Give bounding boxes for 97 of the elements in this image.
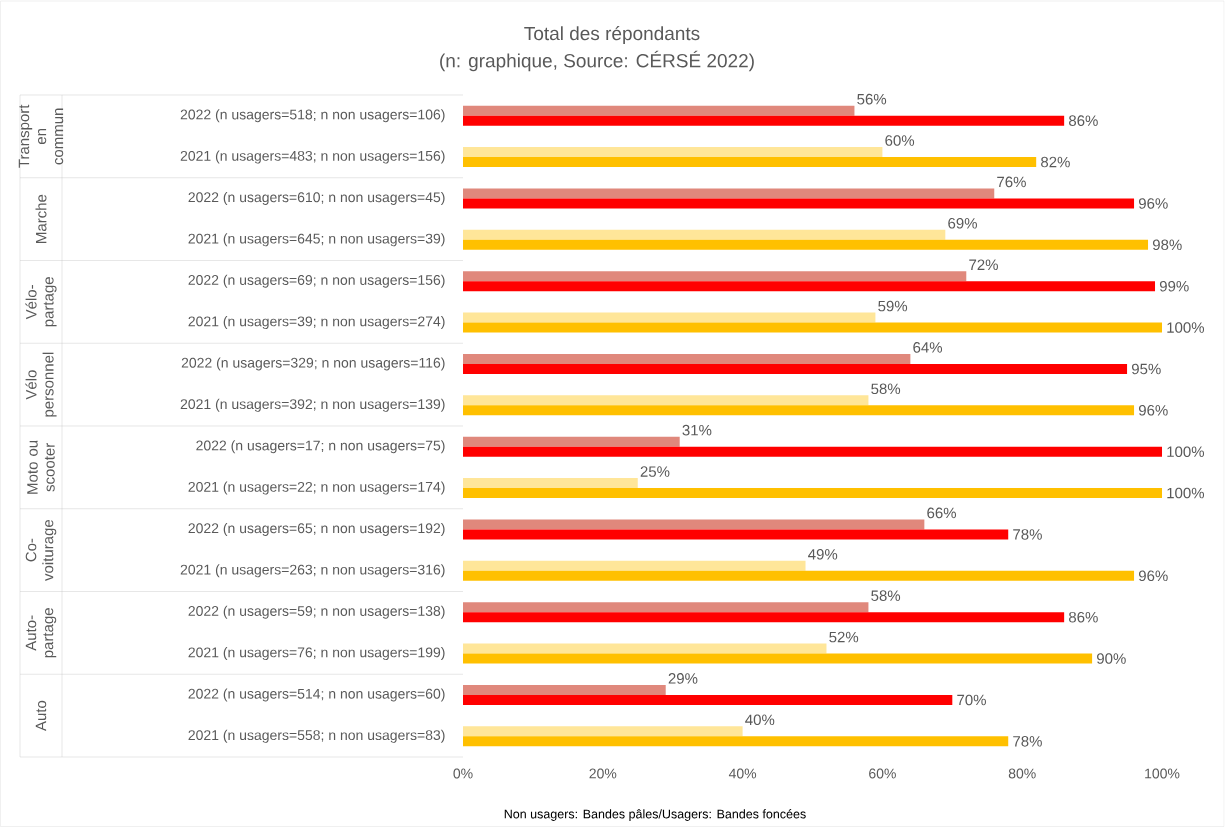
bar xyxy=(463,157,1037,168)
y-tick-label: 2021 (n usagers=645; n non usagers=39) xyxy=(188,233,445,247)
x-tick-label: 20% xyxy=(589,768,617,779)
data-label: 95% xyxy=(1131,363,1161,375)
x-tick-label: 0% xyxy=(453,768,473,779)
data-label: 69% xyxy=(948,217,977,229)
bar xyxy=(463,436,680,447)
text: Co-voiturage xyxy=(25,519,57,581)
data-label: 96% xyxy=(1138,198,1168,209)
data-label: 59% xyxy=(878,300,908,312)
data-label: 96% xyxy=(1138,405,1168,416)
bar xyxy=(463,653,1093,664)
data-label: 52% xyxy=(829,631,859,643)
data-label: 49% xyxy=(808,548,838,560)
bar xyxy=(463,488,1163,499)
bar xyxy=(463,612,1065,623)
text: Auto xyxy=(35,700,47,732)
data-label: 58% xyxy=(871,383,901,395)
data-label: 56% xyxy=(857,93,887,105)
data-label: 66% xyxy=(927,507,957,519)
bar xyxy=(463,726,743,737)
bar xyxy=(463,643,827,654)
data-label: 98% xyxy=(1152,239,1182,251)
y-tick-label: 2021 (n usagers=558; n non usagers=83) xyxy=(188,729,445,743)
y-tick-label: 2022 (n usagers=518; n non usagers=106) xyxy=(180,109,445,123)
y-tick-label: 2022 (n usagers=69; n non usagers=156) xyxy=(188,274,445,288)
y-tick-label: 2021 (n usagers=392; n non usagers=139) xyxy=(180,398,445,412)
data-label: 86% xyxy=(1069,611,1098,623)
data-label: 72% xyxy=(969,259,998,270)
bar xyxy=(463,446,1163,457)
bar xyxy=(463,322,1163,333)
y-tick-label: 2022 (n usagers=329; n non usagers=116) xyxy=(181,357,445,371)
text: Moto ou scooter xyxy=(27,440,55,494)
bar xyxy=(463,684,666,695)
bar xyxy=(463,602,869,613)
bar xyxy=(463,560,806,571)
data-label: 100% xyxy=(1167,487,1205,499)
y-tick-label: 2021 (n usagers=483; n non usagers=156) xyxy=(180,150,445,164)
data-label: 78% xyxy=(1013,529,1042,540)
data-label: 99% xyxy=(1159,280,1189,292)
bar xyxy=(463,694,953,705)
data-label: 31% xyxy=(682,424,712,436)
x-tick-label: 40% xyxy=(728,768,757,779)
data-label: 86% xyxy=(1069,115,1098,126)
data-label: 90% xyxy=(1097,653,1126,664)
y-tick-label: 2022 (n usagers=514; n non usagers=60) xyxy=(188,688,445,702)
data-label: 64% xyxy=(913,342,943,353)
bar xyxy=(463,519,925,530)
bar xyxy=(463,405,1135,416)
bar xyxy=(463,281,1156,292)
bar xyxy=(463,529,1009,540)
data-label: 40% xyxy=(745,714,775,726)
data-label: 76% xyxy=(997,176,1026,188)
bar xyxy=(463,395,869,406)
y-tick-label: 2021 (n usagers=76; n non usagers=199) xyxy=(188,647,445,661)
y-tick-label: 2022 (n usagers=17; n non usagers=75) xyxy=(196,440,445,454)
data-label: 70% xyxy=(957,694,986,706)
y-tick-label: 2021 (n usagers=39; n non usagers=274) xyxy=(188,316,445,330)
text: Non usagers: Bandes pâles/Usagers: Bandes foncées xyxy=(504,809,806,821)
text: Vélo-partage xyxy=(25,277,57,327)
data-label: 60% xyxy=(885,135,915,146)
x-tick-label: 80% xyxy=(1008,768,1036,779)
bar xyxy=(463,353,911,364)
data-label: 100% xyxy=(1167,446,1205,457)
text: Marche xyxy=(35,194,47,243)
text: Transport en commun xyxy=(18,104,64,168)
data-label: 25% xyxy=(640,466,670,477)
data-label: 96% xyxy=(1138,570,1168,582)
chart-title: Total des répondants xyxy=(524,26,700,44)
data-label: 29% xyxy=(668,673,698,684)
bar xyxy=(463,570,1135,581)
y-tick-label: 2022 (n usagers=59; n non usagers=138) xyxy=(188,605,445,619)
y-tick-label: 2021 (n usagers=263; n non usagers=316) xyxy=(180,564,445,578)
y-tick-label: 2022 (n usagers=65; n non usagers=192) xyxy=(188,522,445,536)
bar xyxy=(463,363,1128,374)
text: Auto-partage xyxy=(25,608,57,658)
bar xyxy=(463,198,1135,209)
data-label: 78% xyxy=(1013,736,1042,747)
bar xyxy=(463,229,946,240)
x-tick-label: 100% xyxy=(1145,768,1180,779)
bar xyxy=(463,312,876,323)
chart-subtitle: (n: graphique, Source: CÉRSÉ 2022) xyxy=(440,50,754,72)
data-label: 100% xyxy=(1167,322,1205,333)
bar xyxy=(463,188,995,199)
bar xyxy=(463,271,967,282)
bar xyxy=(463,115,1065,126)
y-tick-label: 2021 (n usagers=22; n non usagers=174) xyxy=(188,481,445,495)
x-tick-label: 60% xyxy=(869,768,896,779)
bar xyxy=(463,239,1149,250)
bar xyxy=(463,736,1009,747)
text: Vélo personnel xyxy=(25,352,57,417)
y-tick-label: 2022 (n usagers=610; n non usagers=45) xyxy=(188,191,445,205)
data-label: 58% xyxy=(871,590,901,601)
bar xyxy=(463,478,638,489)
data-label: 82% xyxy=(1041,156,1070,168)
bar xyxy=(463,105,855,116)
bar xyxy=(463,147,883,158)
